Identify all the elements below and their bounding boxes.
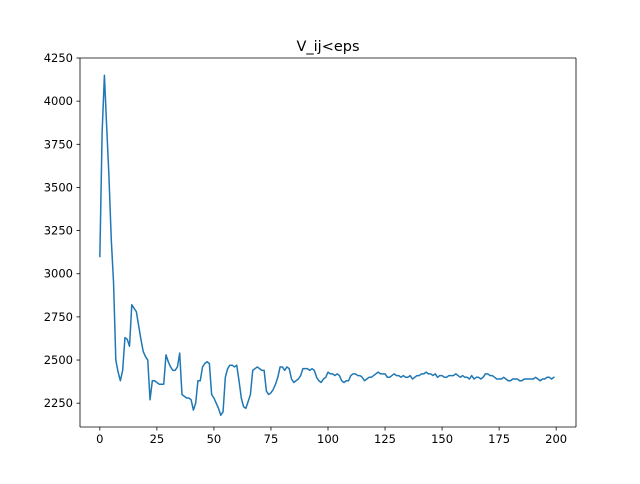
x-tick-label: 0 [96,432,103,446]
x-tick-label: 175 [488,432,510,446]
y-tick-label: 2500 [44,353,73,367]
plot-area: 0 25 50 75 100 125 150 175 200 2250 2500 2750 3000 32… [44,51,577,446]
y-tick-label: 3500 [44,180,73,194]
x-tick-label: 125 [374,432,396,446]
data-line-series-0 [99,74,555,417]
x-tick-label: 50 [207,432,222,446]
chart-title: V_ij<eps [296,39,359,55]
x-tick-label: 25 [150,432,165,446]
y-tick-label: 3750 [44,137,73,151]
y-tick-label: 2250 [44,396,73,410]
y-tick-label: 2750 [44,310,73,324]
x-tick-label: 100 [317,432,339,446]
x-tick-label: 200 [545,432,567,446]
y-tick-label: 4000 [44,94,73,108]
x-tick-label: 75 [264,432,279,446]
y-tick-label: 4250 [44,51,73,65]
y-tick-label: 3000 [44,267,73,281]
y-tick-label: 3250 [44,224,73,238]
x-tick-label: 150 [431,432,453,446]
